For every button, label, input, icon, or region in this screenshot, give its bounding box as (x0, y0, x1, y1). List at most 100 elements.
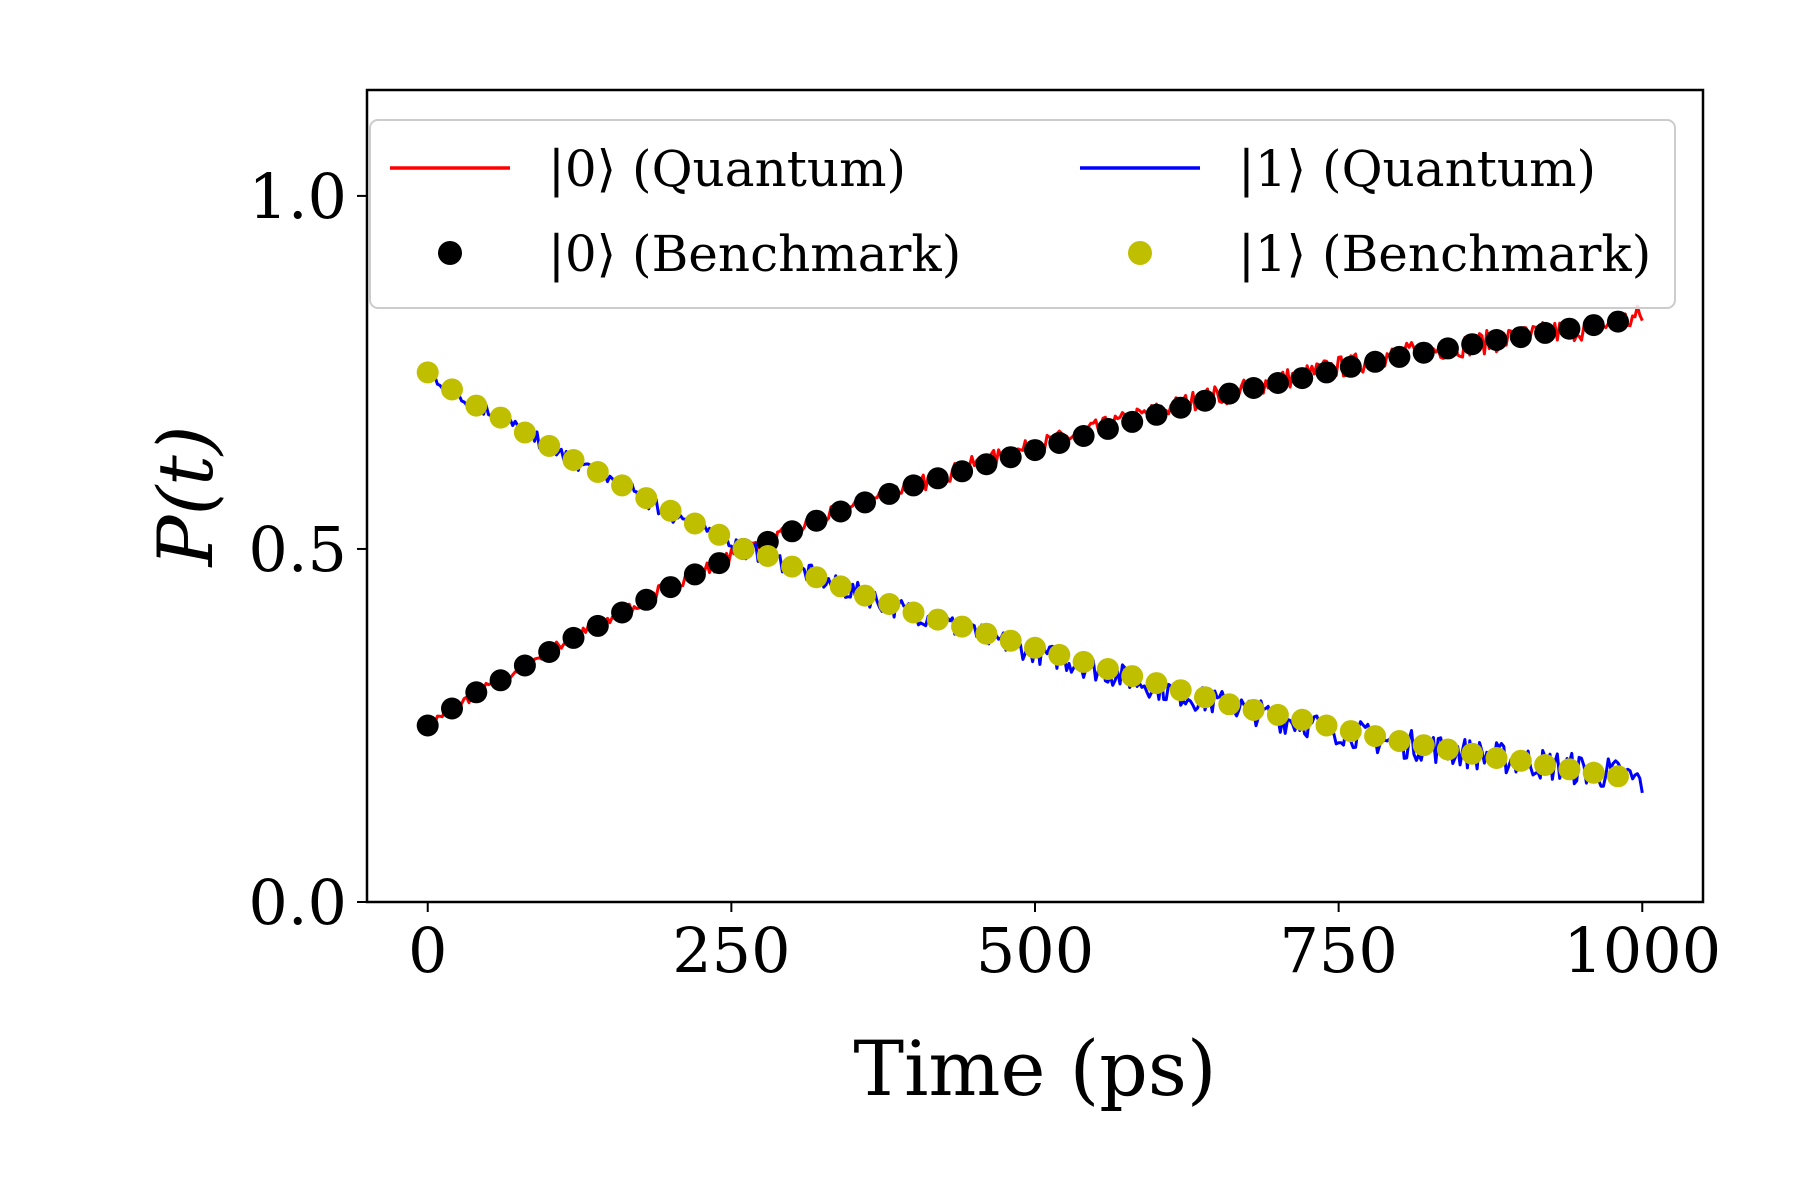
data-point (1607, 765, 1629, 788)
data-point (416, 361, 439, 384)
data-point (999, 629, 1022, 652)
legend: |0⟩ (Quantum) |1⟩ (Quantum) |0⟩ (Benchmark… (369, 119, 1676, 309)
data-point (829, 575, 852, 598)
data-point (1242, 698, 1265, 721)
data-point (1509, 749, 1532, 772)
data-point (805, 566, 828, 589)
data-point (781, 520, 804, 543)
data-point (1266, 703, 1289, 726)
data-point (1582, 314, 1605, 337)
data-point (1218, 693, 1241, 716)
data-point (489, 406, 512, 429)
data-point (1145, 672, 1168, 695)
data-point (756, 545, 779, 567)
data-point (951, 460, 974, 483)
legend-label: |0⟩ (Quantum) (548, 140, 906, 198)
legend-marker-swatch (1128, 241, 1152, 265)
series-line-0 (426, 304, 1644, 731)
data-point (611, 601, 634, 624)
data-point (781, 555, 804, 578)
series-line-1 (426, 369, 1644, 794)
data-point (1218, 382, 1241, 405)
data-point (513, 421, 536, 444)
data-point (1461, 742, 1484, 765)
data-point (878, 482, 901, 505)
data-point (1169, 679, 1192, 702)
legend-label: |0⟩ (Benchmark) (548, 225, 961, 283)
x-axis-label: Time (ps) (853, 1024, 1216, 1113)
data-point (1364, 725, 1387, 748)
data-point (1048, 643, 1071, 666)
y-axis-label: P(t) (141, 426, 230, 569)
data-point (1024, 636, 1046, 659)
axes: 0 250 500 750 1000 0.0 0.5 1.0 Time (ps) P(t) (141, 88, 1721, 1113)
data-point (1436, 337, 1459, 360)
x-tick-label: 750 (1279, 914, 1397, 987)
data-point (1339, 720, 1362, 743)
data-point (1339, 355, 1362, 378)
data-point (1072, 650, 1095, 673)
data-point (1096, 658, 1119, 680)
x-tick-label: 1000 (1563, 914, 1721, 987)
data-point (1558, 758, 1581, 781)
data-point (465, 394, 488, 417)
data-point (683, 512, 706, 535)
data-point (1582, 761, 1605, 784)
data-point (1534, 321, 1557, 344)
data-point (1607, 310, 1629, 333)
legend-label: |1⟩ (Quantum) (1238, 140, 1596, 198)
data-point (659, 499, 682, 522)
data-point (805, 509, 828, 532)
data-point (975, 622, 998, 645)
data-point (659, 576, 682, 599)
data-point (538, 434, 561, 457)
data-point (975, 453, 998, 476)
data-point (1266, 372, 1289, 394)
data-point (465, 681, 488, 704)
data-point (1364, 350, 1387, 373)
data-point (829, 500, 852, 523)
plot-area (416, 304, 1644, 794)
data-point (1436, 738, 1459, 761)
data-point (1194, 686, 1216, 709)
data-point (1558, 317, 1581, 340)
data-point (586, 461, 609, 483)
data-point (1485, 747, 1508, 769)
data-point (1485, 329, 1508, 351)
legend-label: |1⟩ (Benchmark) (1238, 225, 1651, 283)
data-point (611, 474, 634, 497)
data-point (1121, 665, 1144, 688)
data-point (1242, 377, 1265, 399)
data-point (586, 614, 609, 637)
data-point (1315, 714, 1338, 737)
data-point (926, 608, 949, 631)
data-point (1024, 439, 1046, 462)
data-point (708, 523, 731, 546)
data-point (538, 641, 561, 663)
data-point (441, 697, 463, 720)
data-point (441, 378, 463, 401)
data-point (732, 538, 755, 560)
y-tick-label: 1.0 (248, 160, 347, 233)
x-tick-label: 250 (672, 914, 790, 987)
data-point (708, 552, 731, 575)
data-point (1169, 396, 1192, 419)
x-tick-label: 500 (976, 914, 1094, 987)
data-point (562, 449, 585, 471)
data-point (1388, 345, 1411, 368)
data-point (878, 593, 901, 615)
data-point (1145, 403, 1168, 426)
data-point (1388, 730, 1411, 752)
data-point (1291, 708, 1314, 731)
data-point (1461, 333, 1484, 356)
data-point (854, 584, 876, 607)
data-point (635, 588, 658, 611)
data-point (999, 446, 1022, 469)
data-point (902, 474, 925, 497)
data-point (1412, 341, 1435, 364)
data-point (562, 626, 585, 649)
data-point (635, 487, 658, 510)
data-point (1072, 425, 1095, 447)
data-point (902, 601, 925, 624)
